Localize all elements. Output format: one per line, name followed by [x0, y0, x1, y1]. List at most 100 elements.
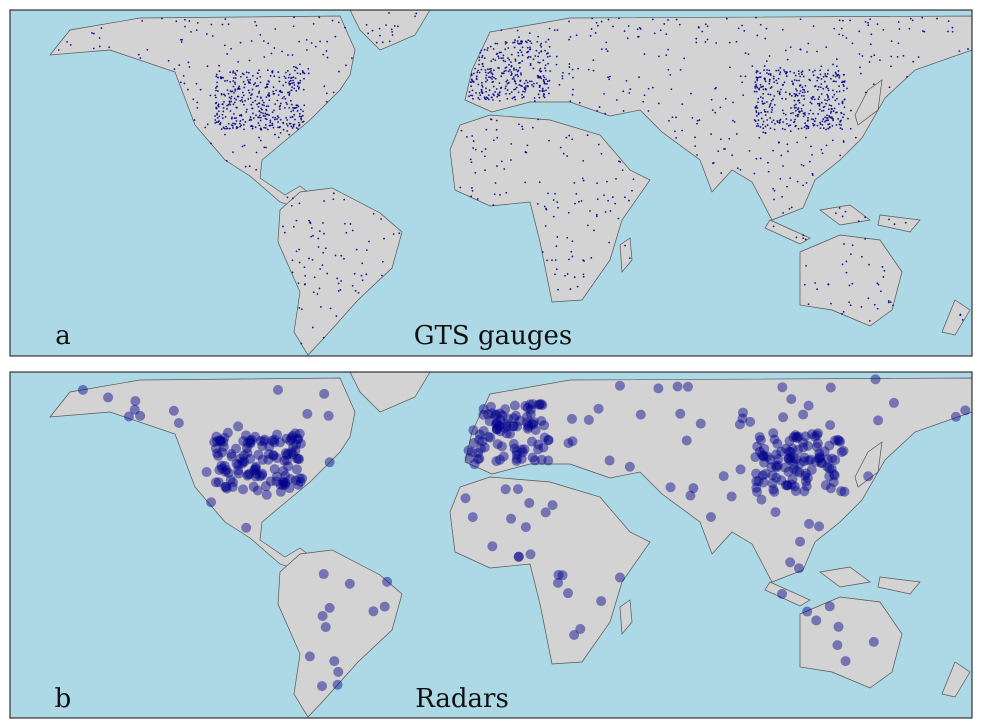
- station-dot: [801, 91, 804, 94]
- station-dot: [471, 187, 473, 189]
- station-dot: [544, 82, 546, 85]
- station-dot: [682, 381, 693, 392]
- station-dot: [266, 94, 269, 96]
- station-dot: [299, 73, 302, 75]
- station-dot: [251, 74, 254, 77]
- station-dot: [270, 52, 273, 55]
- station-dot: [243, 86, 246, 89]
- station-dot: [517, 91, 520, 94]
- station-dot: [312, 291, 315, 294]
- station-dot: [222, 427, 233, 438]
- station-dot: [251, 468, 262, 479]
- station-dot: [772, 225, 775, 228]
- station-dot: [516, 70, 519, 73]
- station-dot: [470, 85, 473, 88]
- station-dot: [214, 94, 217, 97]
- station-dot: [249, 97, 252, 99]
- station-dot: [842, 140, 845, 142]
- station-dot: [498, 82, 501, 85]
- station-dot: [478, 98, 481, 101]
- station-dot: [803, 400, 814, 411]
- station-dot: [243, 144, 246, 147]
- station-dot: [898, 28, 901, 30]
- station-dot: [791, 454, 802, 465]
- station-dot: [543, 93, 546, 96]
- station-dot: [528, 32, 531, 35]
- station-dot: [762, 88, 765, 91]
- station-dot: [757, 125, 760, 127]
- station-dot: [833, 621, 844, 632]
- station-dot: [769, 117, 772, 119]
- station-dot: [772, 77, 775, 80]
- station-dot: [592, 69, 595, 72]
- station-dot: [775, 79, 778, 82]
- station-dot: [201, 467, 212, 478]
- station-dot: [221, 117, 224, 120]
- station-dot: [234, 88, 237, 91]
- station-dot: [272, 126, 275, 129]
- station-dot: [760, 86, 762, 89]
- station-dot: [486, 49, 489, 51]
- station-dot: [213, 477, 224, 488]
- station-dot: [271, 476, 282, 487]
- station-dot: [771, 121, 773, 124]
- station-dot: [773, 128, 776, 131]
- station-dot: [277, 136, 280, 139]
- station-dot: [307, 67, 310, 70]
- station-dot: [483, 57, 486, 59]
- station-dot: [829, 435, 840, 446]
- station-dot: [238, 436, 249, 447]
- station-dot: [275, 89, 278, 92]
- station-dot: [381, 260, 384, 263]
- station-dot: [841, 34, 844, 37]
- station-dot: [187, 61, 190, 64]
- station-dot: [764, 77, 766, 80]
- station-dot: [269, 437, 280, 448]
- station-dot: [196, 21, 199, 24]
- station-dot: [255, 24, 258, 27]
- station-dot: [909, 17, 912, 20]
- station-dot: [618, 17, 620, 20]
- station-dot: [505, 428, 516, 439]
- station-dot: [77, 384, 88, 395]
- station-dot: [251, 127, 254, 130]
- station-dot: [604, 112, 607, 115]
- station-dot: [569, 36, 572, 38]
- station-dot: [732, 119, 734, 122]
- station-dot: [288, 73, 291, 76]
- station-dot: [511, 455, 522, 466]
- station-dot: [765, 101, 768, 103]
- station-dot: [604, 455, 615, 466]
- station-dot: [665, 482, 676, 493]
- station-dot: [786, 122, 788, 125]
- station-dot: [761, 123, 764, 126]
- station-dot: [814, 451, 825, 462]
- station-dot: [755, 76, 758, 79]
- station-dot: [538, 89, 541, 92]
- station-dot: [779, 177, 782, 180]
- station-dot: [603, 92, 605, 95]
- station-dot: [950, 411, 961, 422]
- station-dot: [259, 434, 270, 445]
- station-dot: [751, 476, 762, 487]
- station-dot: [841, 312, 843, 315]
- station-dot: [908, 27, 911, 30]
- station-dot: [827, 108, 830, 111]
- station-dot: [521, 417, 532, 428]
- station-dot: [235, 117, 238, 119]
- station-dot: [361, 262, 364, 265]
- station-dot: [826, 119, 829, 122]
- station-dot: [788, 93, 791, 96]
- station-dot: [238, 114, 241, 117]
- station-dot: [529, 64, 532, 67]
- station-dot: [480, 49, 483, 52]
- station-dot: [486, 97, 489, 100]
- station-dot: [264, 127, 267, 129]
- station-dot: [367, 32, 370, 35]
- station-dot: [302, 408, 313, 419]
- station-dot: [316, 681, 327, 692]
- station-dot: [770, 86, 773, 88]
- station-dot: [242, 123, 245, 126]
- station-dot: [814, 521, 825, 532]
- station-dot: [788, 432, 799, 443]
